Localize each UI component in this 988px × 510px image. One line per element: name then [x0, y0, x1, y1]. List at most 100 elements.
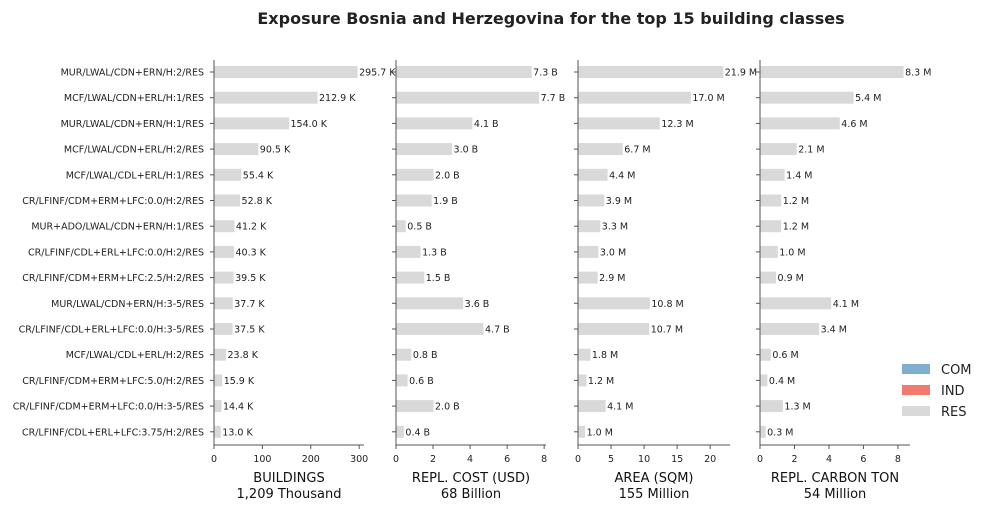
bar: [214, 297, 233, 310]
legend-swatch: [902, 406, 930, 416]
x-axis-label: AREA (SQM): [614, 471, 693, 486]
bar-value-label: 212.9 K: [319, 93, 356, 104]
bar-value-label: 1.4 M: [786, 170, 812, 181]
bar: [578, 117, 660, 130]
bar-value-label: 0.4 M: [769, 376, 795, 387]
bar-value-label: 1.3 B: [422, 247, 447, 258]
bar: [214, 374, 223, 387]
x-axis-label: BUILDINGS: [253, 471, 324, 486]
legend-label: IND: [941, 384, 965, 399]
category-label: CR/LFINF/CDM+ERM+LFC:5.0/H:2/RES: [22, 376, 204, 387]
bar: [578, 143, 623, 156]
bar: [578, 220, 601, 233]
x-tick-label: 0: [211, 454, 217, 465]
bar-value-label: 0.3 M: [767, 427, 793, 438]
bar: [396, 348, 412, 361]
x-tick-label: 8: [895, 454, 901, 465]
bar-value-label: 3.3 M: [602, 222, 628, 233]
bar: [578, 425, 586, 438]
bar: [214, 143, 259, 156]
bar: [760, 143, 797, 156]
x-tick-label: 6: [504, 454, 510, 465]
x-tick-label: 0: [393, 454, 399, 465]
bar-value-label: 4.6 M: [841, 119, 867, 130]
bar: [760, 245, 778, 258]
bar-value-label: 37.7 K: [234, 299, 265, 310]
bar: [760, 271, 777, 284]
x-tick-label: 2: [430, 454, 436, 465]
bar: [396, 323, 484, 335]
bar: [578, 348, 591, 361]
x-axis-total: 54 Million: [804, 487, 867, 502]
bar: [396, 220, 406, 233]
bar-value-label: 10.8 M: [651, 299, 683, 310]
bar: [760, 117, 840, 130]
bar: [214, 245, 234, 258]
bar: [578, 374, 587, 387]
bar-value-label: 12.3 M: [661, 119, 693, 130]
chart-title: Exposure Bosnia and Herzegovina for the …: [257, 9, 844, 28]
category-label: CR/LFINF/CDM+ERM+LFC:2.5/H:2/RES: [22, 273, 204, 284]
bar: [578, 400, 606, 413]
category-label: CR/LFINF/CDL+ERL+LFC:3.75/H:2/RES: [22, 427, 204, 438]
bar: [578, 66, 724, 78]
x-axis-label: REPL. COST (USD): [412, 471, 530, 486]
bar: [214, 194, 241, 207]
bar-value-label: 10.7 M: [651, 325, 683, 336]
bar: [396, 374, 408, 387]
bar-value-label: 13.0 K: [222, 427, 253, 438]
category-label: MCF/LWAL/CDL+ERL/H:2/RES: [66, 350, 204, 361]
bar-value-label: 3.6 B: [465, 299, 490, 310]
category-label: MCF/LWAL/CDL+ERL/H:1/RES: [66, 170, 204, 181]
bar: [760, 66, 904, 78]
bar-value-label: 3.4 M: [821, 325, 847, 336]
bar: [214, 117, 290, 130]
category-label: CR/LFINF/CDL+ERL+LFC:0.0/H:3-5/RES: [19, 325, 204, 336]
bar: [760, 220, 782, 233]
bar-value-label: 4.4 M: [609, 170, 635, 181]
bar-value-label: 1.0 M: [779, 247, 805, 258]
bar: [214, 348, 227, 361]
bar: [396, 168, 434, 181]
bar: [396, 117, 473, 130]
category-label: MUR/LWAL/CDN+ERN/H:3-5/RES: [51, 299, 204, 310]
bar: [578, 323, 650, 335]
bar-value-label: 1.5 B: [426, 273, 451, 284]
bar: [578, 194, 605, 207]
bar-value-label: 21.9 M: [725, 68, 757, 79]
bar: [396, 66, 532, 78]
x-tick-label: 200: [302, 454, 320, 465]
category-label: MUR/LWAL/CDN+ERN/H:2/RES: [61, 68, 204, 79]
bar-value-label: 1.2 M: [588, 376, 614, 387]
bar: [396, 245, 421, 258]
category-label: CR/LFINF/CDL+ERL+LFC:0.0/H:2/RES: [28, 247, 204, 258]
bar: [760, 374, 768, 387]
bar-value-label: 1.3 M: [784, 402, 810, 413]
bar: [396, 91, 540, 104]
panel-3: 0 5 10 15 20 AREA (SQM)155 Million 21.9 M 17.0 …: [574, 60, 757, 502]
bar: [396, 425, 404, 438]
bar-value-label: 2.0 B: [435, 170, 460, 181]
bar-value-label: 3.0 B: [454, 145, 479, 156]
bar-value-label: 0.4 B: [405, 427, 430, 438]
x-tick-label: 6: [860, 454, 866, 465]
bar: [578, 91, 691, 104]
bar-value-label: 4.1 B: [474, 119, 499, 130]
x-axis-label: REPL. CARBON TON: [771, 471, 899, 486]
x-tick-label: 300: [350, 454, 368, 465]
category-label: CR/LFINF/CDM+ERM+LFC:0.0/H:2/RES: [22, 196, 204, 207]
bar: [214, 168, 242, 181]
bar-value-label: 37.5 K: [234, 325, 265, 336]
bar: [214, 323, 233, 335]
bar: [760, 348, 771, 361]
category-label: CR/LFINF/CDM+ERM+LFC:0.0/H:3-5/RES: [13, 402, 204, 413]
bar-value-label: 1.8 M: [592, 350, 618, 361]
bar-value-label: 2.9 M: [599, 273, 625, 284]
bar: [214, 271, 234, 284]
bar-value-label: 0.8 B: [413, 350, 438, 361]
bar: [214, 91, 318, 104]
category-label: MUR+ADO/LWAL/CDN+ERN/H:1/RES: [31, 222, 204, 233]
bar: [760, 323, 820, 335]
bar: [214, 220, 235, 233]
